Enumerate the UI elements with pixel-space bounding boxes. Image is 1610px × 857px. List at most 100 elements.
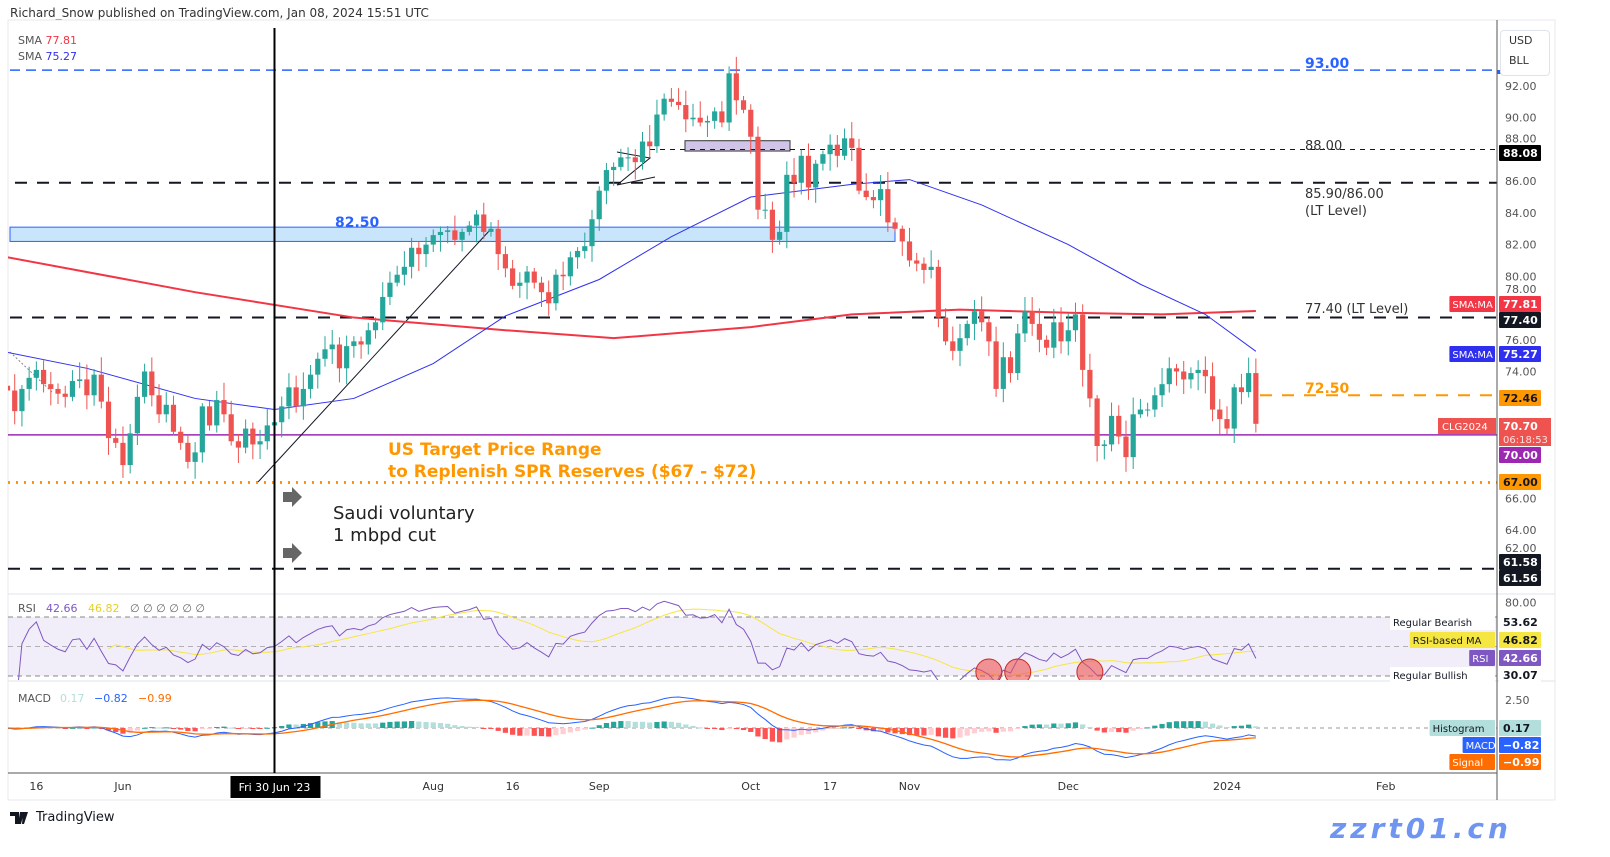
candle[interactable] <box>546 280 552 316</box>
candle[interactable] <box>755 126 761 220</box>
candle[interactable] <box>798 149 804 195</box>
candle[interactable] <box>437 226 444 252</box>
candle[interactable] <box>401 251 407 286</box>
candle[interactable] <box>740 95 747 114</box>
candle[interactable] <box>307 365 314 399</box>
candle[interactable] <box>416 241 422 271</box>
candle[interactable] <box>26 366 32 401</box>
candle[interactable] <box>1166 357 1172 393</box>
candle[interactable] <box>935 259 941 328</box>
candle[interactable] <box>1116 405 1122 445</box>
candle[interactable] <box>1137 398 1144 418</box>
candle[interactable] <box>863 173 869 201</box>
candle[interactable] <box>777 220 783 245</box>
candle[interactable] <box>1022 296 1028 343</box>
candle[interactable] <box>206 400 213 431</box>
candle[interactable] <box>84 364 90 410</box>
candle[interactable] <box>1224 406 1230 435</box>
candle[interactable] <box>286 373 292 420</box>
candle[interactable] <box>661 93 667 121</box>
candle[interactable] <box>105 386 112 455</box>
candle[interactable] <box>1072 302 1079 342</box>
candle[interactable] <box>979 296 985 332</box>
candle[interactable] <box>387 271 393 306</box>
candle[interactable] <box>372 317 379 339</box>
candle[interactable] <box>322 336 328 367</box>
candle[interactable] <box>921 257 927 284</box>
candle[interactable] <box>120 426 126 478</box>
candle[interactable] <box>611 162 617 186</box>
candle[interactable] <box>1253 358 1259 433</box>
candle[interactable] <box>1195 360 1201 391</box>
candle[interactable] <box>243 419 249 454</box>
candle[interactable] <box>228 400 234 446</box>
candle[interactable] <box>668 87 674 107</box>
candle[interactable] <box>531 267 537 289</box>
tradingview-logo[interactable]: TradingView <box>10 810 115 825</box>
candle[interactable] <box>986 317 992 356</box>
candle[interactable] <box>163 392 169 423</box>
candle[interactable] <box>293 375 299 413</box>
candle[interactable] <box>574 247 581 269</box>
candle[interactable] <box>538 276 545 307</box>
candle[interactable] <box>365 322 371 355</box>
candle[interactable] <box>1188 367 1194 389</box>
candle[interactable] <box>942 308 949 346</box>
candle[interactable] <box>639 131 646 170</box>
candle[interactable] <box>77 362 83 389</box>
candle[interactable] <box>870 190 877 209</box>
candle[interactable] <box>1152 387 1158 418</box>
candle[interactable] <box>950 326 956 361</box>
candle[interactable] <box>423 237 429 268</box>
candle[interactable] <box>603 162 610 205</box>
candle[interactable] <box>344 335 350 385</box>
candle[interactable] <box>495 220 501 271</box>
candle[interactable] <box>654 99 660 153</box>
candle[interactable] <box>466 221 472 236</box>
candle[interactable] <box>178 426 184 450</box>
candle[interactable] <box>784 161 790 249</box>
candle[interactable] <box>98 357 104 409</box>
candle[interactable] <box>906 227 913 267</box>
candle[interactable] <box>697 101 703 127</box>
candle[interactable] <box>192 442 198 479</box>
candle[interactable] <box>1130 397 1136 469</box>
candle[interactable] <box>264 408 270 450</box>
candle[interactable] <box>885 172 891 232</box>
candle[interactable] <box>553 269 559 311</box>
candle[interactable] <box>358 336 364 359</box>
candle[interactable] <box>524 265 530 300</box>
candle[interactable] <box>488 222 494 237</box>
candle[interactable] <box>1123 420 1129 472</box>
candle[interactable] <box>1000 342 1006 403</box>
candle[interactable] <box>625 147 631 171</box>
sma50-legend[interactable]: SMA 75.27 <box>18 50 77 63</box>
candle[interactable] <box>712 107 718 129</box>
candle[interactable] <box>1159 368 1165 408</box>
candle[interactable] <box>55 383 61 405</box>
candle[interactable] <box>827 134 833 171</box>
candle[interactable] <box>596 186 602 231</box>
candle[interactable] <box>834 134 840 168</box>
candle[interactable] <box>726 66 732 131</box>
candle[interactable] <box>329 329 335 364</box>
candle[interactable] <box>315 352 321 389</box>
candle[interactable] <box>1007 351 1014 383</box>
candle[interactable] <box>618 148 624 171</box>
candle[interactable] <box>257 429 263 460</box>
candle[interactable] <box>502 246 509 278</box>
candle[interactable] <box>1051 308 1057 359</box>
candle[interactable] <box>127 423 133 474</box>
candle[interactable] <box>156 384 162 423</box>
candle[interactable] <box>5 383 11 394</box>
candle[interactable] <box>19 384 25 427</box>
trendline[interactable] <box>257 229 491 483</box>
candle[interactable] <box>1173 364 1180 386</box>
candle[interactable] <box>214 390 220 433</box>
candle[interactable] <box>733 56 739 115</box>
candle[interactable] <box>820 150 826 171</box>
candle[interactable] <box>791 158 797 198</box>
candle[interactable] <box>185 434 191 469</box>
candle[interactable] <box>517 272 523 298</box>
